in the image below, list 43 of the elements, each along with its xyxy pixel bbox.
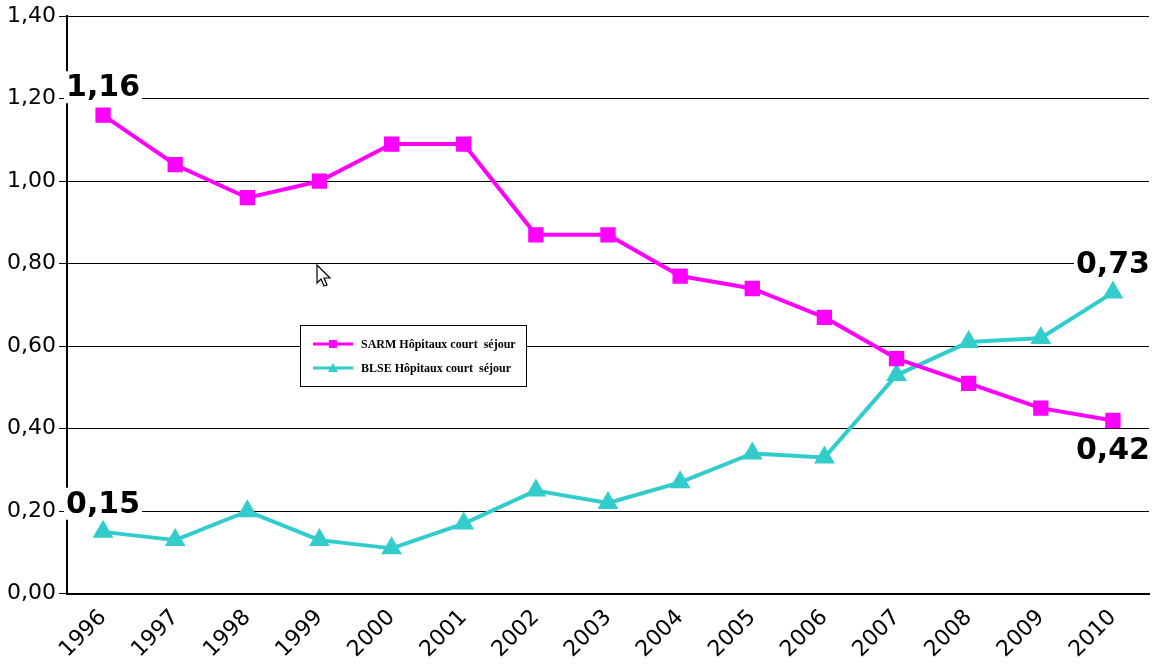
point: [526, 478, 547, 497]
point: [816, 309, 833, 325]
point: [1105, 412, 1121, 429]
annotation: 0,73: [1075, 245, 1150, 281]
point: [959, 332, 978, 349]
point: [456, 136, 472, 152]
point: [600, 227, 616, 243]
y-tick-label: 1,00: [7, 166, 56, 192]
legend-label: SARM Hôpitaux court séjour: [361, 336, 516, 352]
annotation: 0,42: [1075, 431, 1150, 467]
point: [888, 350, 905, 367]
point: [528, 227, 544, 243]
point: [95, 107, 111, 123]
y-tick-label: 1,20: [7, 84, 56, 110]
point: [311, 173, 328, 189]
point: [383, 136, 400, 152]
point: [382, 538, 401, 555]
annotation: 1,16: [66, 68, 141, 103]
point: [239, 190, 255, 206]
y-tick-label: 0,60: [7, 331, 56, 357]
y-tick-label: 0,80: [7, 249, 56, 275]
point: [599, 492, 617, 509]
point: [94, 521, 112, 538]
point: [672, 268, 688, 284]
point: [961, 375, 977, 392]
point: [238, 501, 257, 518]
y-tick-label: 0,20: [7, 496, 56, 522]
y-tick-label: 1,40: [7, 1, 56, 27]
point: [671, 472, 690, 489]
point: [167, 157, 183, 173]
point: [744, 280, 760, 297]
point: [814, 445, 835, 464]
annotation: 0,15: [66, 484, 141, 520]
point: [743, 443, 762, 460]
point: [887, 365, 906, 382]
y-tick-label: 0,40: [7, 414, 56, 440]
point: [1033, 400, 1049, 416]
y-tick-label: 0,00: [7, 579, 56, 605]
point: [1031, 327, 1050, 344]
point: [453, 511, 474, 530]
point: [166, 530, 185, 547]
point: [310, 530, 329, 547]
legend-label: BLSE Hôpitaux court séjour: [361, 360, 512, 376]
